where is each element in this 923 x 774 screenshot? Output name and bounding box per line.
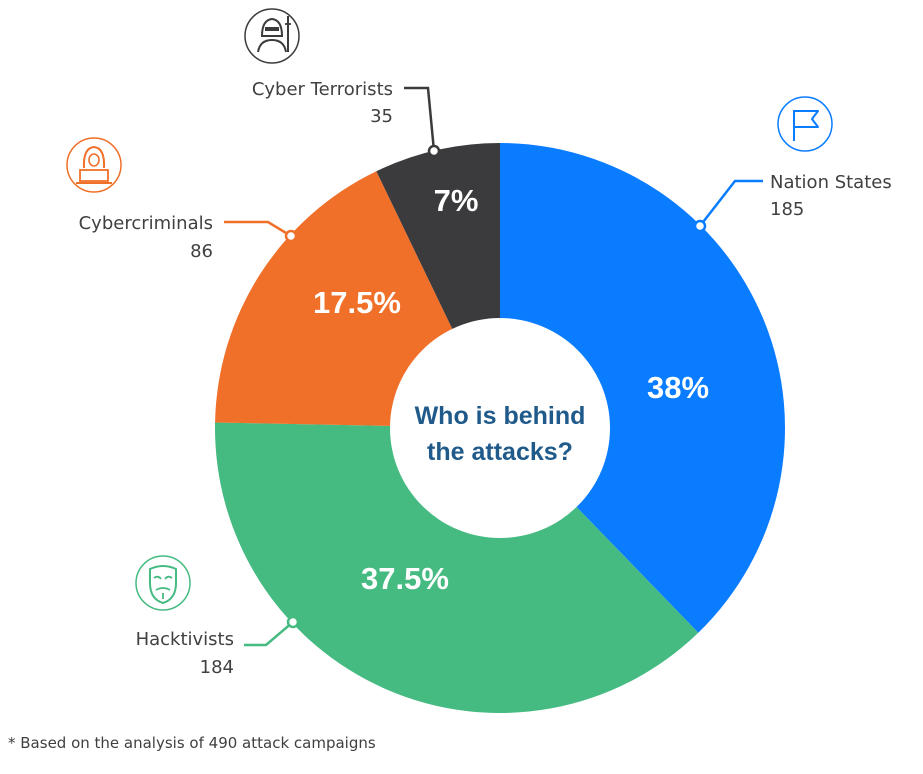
data-label-cyber-terrorists: 7% [434,183,479,218]
donut-slices [214,142,786,714]
slice-nation-states [500,142,786,633]
leader-line [404,86,436,152]
flag-icon [777,96,833,152]
data-label-nation-states: 38% [647,370,709,405]
leader-dot [286,615,300,629]
leader-dot [427,144,441,158]
legend-label-nation-states: Nation States [770,172,892,193]
legend-label-cybercriminals: Cybercriminals [79,213,213,234]
leader-line [699,179,763,227]
legend-count-hacktivists: 184 [200,657,234,678]
mask-icon [135,555,191,611]
leader-line [224,220,292,238]
leader-dot [284,229,298,243]
center-title-line-1: Who is behind [415,402,586,430]
hooded-hacker-icon [66,137,122,193]
leader-dot [693,219,707,233]
legend-label-cyber-terrorists: Cyber Terrorists [252,79,393,100]
footnote: * Based on the analysis of 490 attack ca… [8,734,376,752]
callout-nation-states: Nation States 185 [693,96,892,233]
armed-terrorist-icon [244,8,300,64]
donut-hole [390,318,610,538]
legend-label-hacktivists: Hacktivists [136,629,234,650]
callout-hacktivists: Hacktivists 184 [135,555,300,678]
legend-count-cyber-terrorists: 35 [370,106,393,127]
data-label-cybercriminals: 17.5% [313,285,401,320]
callout-cyber-terrorists: Cyber Terrorists 35 [244,8,441,158]
legend-count-cybercriminals: 86 [190,241,213,262]
leader-line [244,621,294,647]
center-title-line-2: the attacks? [427,438,573,466]
data-label-hacktivists: 37.5% [361,561,449,596]
legend-count-nation-states: 185 [770,199,804,220]
callout-cybercriminals: Cybercriminals 86 [66,137,298,262]
slice-hacktivists [214,422,699,714]
